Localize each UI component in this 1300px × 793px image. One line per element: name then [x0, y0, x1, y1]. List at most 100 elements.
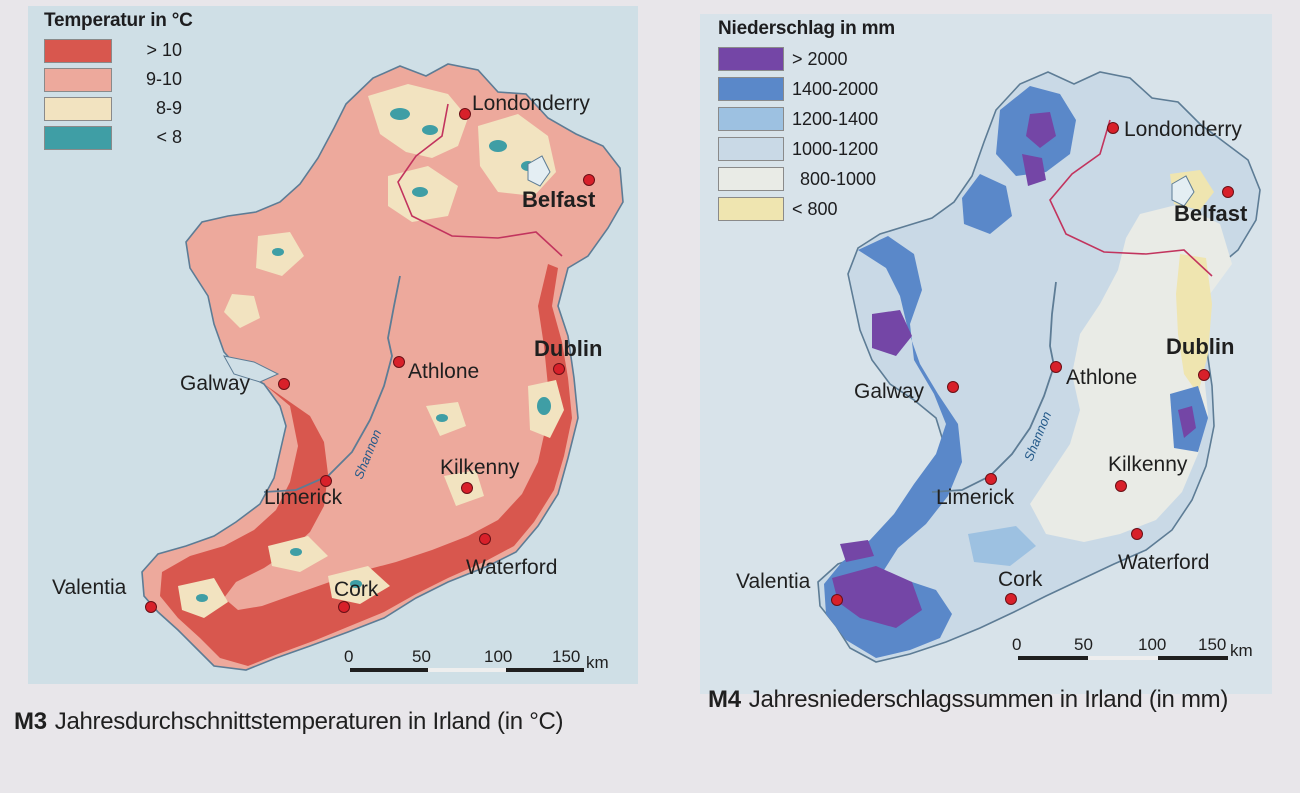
dublin-marker	[553, 363, 565, 375]
legend-label: 1000-1200	[792, 138, 879, 159]
label-galway: Galway	[854, 380, 925, 403]
legend-swatch	[718, 47, 784, 71]
legend-title: Niederschlag in mm	[718, 18, 895, 39]
athlone-marker	[393, 356, 405, 368]
cold-spots	[196, 108, 551, 602]
warm-coast-band	[160, 264, 572, 666]
caption-id: M3	[14, 708, 47, 735]
scale-tick-50: 50	[1074, 635, 1093, 654]
scale-tick-50: 50	[412, 647, 431, 666]
legend-item: 1000-1200	[718, 134, 895, 164]
wettest-areas	[832, 112, 1196, 628]
wet-northwest	[962, 174, 1012, 234]
galway-marker	[278, 378, 290, 390]
legend-item: > 10	[44, 36, 193, 65]
legend-label: > 10	[146, 40, 182, 60]
driest-zone	[1176, 254, 1212, 394]
label-dublin: Dublin	[534, 336, 602, 361]
label-kilkenny: Kilkenny	[1108, 453, 1188, 476]
temperature-map: Londonderry Belfast Dublin Athlone Galwa…	[28, 6, 638, 684]
legend-swatch	[44, 38, 112, 63]
legend-swatch	[44, 125, 112, 150]
label-londonderry: Londonderry	[1124, 118, 1242, 141]
label-limerick: Limerick	[264, 486, 343, 509]
legend-swatch	[718, 137, 784, 161]
label-waterford: Waterford	[1118, 551, 1209, 574]
scale-tick-0: 0	[344, 647, 353, 666]
city-markers	[831, 122, 1234, 606]
legend-item: 9-10	[44, 65, 193, 94]
legend-swatch	[718, 77, 784, 101]
legend-label: 1400-2000	[792, 78, 879, 99]
scale-bar: 0 50 100 150 km	[344, 647, 609, 672]
legend-item: < 800	[718, 194, 895, 224]
precipitation-caption: M4 Jahresniederschlagssummen in Irland (i…	[708, 682, 1268, 718]
galway-bay	[223, 355, 280, 383]
label-limerick: Limerick	[936, 486, 1015, 509]
scale-unit: km	[586, 653, 609, 672]
label-valentia: Valentia	[52, 576, 127, 599]
label-athlone: Athlone	[408, 360, 479, 383]
shannon-river	[931, 281, 1057, 493]
londonderry-marker	[459, 108, 471, 120]
waterford-marker	[1131, 528, 1143, 540]
label-cork: Cork	[998, 568, 1043, 591]
legend-item: 800-1000	[718, 164, 895, 194]
scale-tick-0: 0	[1012, 635, 1021, 654]
legend-swatch	[44, 96, 112, 121]
londonderry-marker	[1107, 122, 1119, 134]
label-galway: Galway	[180, 372, 251, 395]
legend-swatch	[44, 67, 112, 92]
scale-tick-100: 100	[1138, 635, 1166, 654]
lough-neagh	[527, 155, 551, 187]
scale-tick-150: 150	[1198, 635, 1226, 654]
legend-label: < 800	[792, 198, 838, 219]
legend-title: Temperatur in °C	[44, 10, 193, 31]
precipitation-map-graphic: Londonderry Belfast Dublin Athlone Galwa…	[736, 71, 1261, 663]
cork-marker	[1005, 593, 1017, 605]
caption-text: Jahresdurchschnittstemperaturen in Irlan…	[54, 708, 564, 735]
label-valentia: Valentia	[736, 570, 811, 593]
caption-text: Jahresniederschlagssummen in Irland (in …	[748, 686, 1229, 713]
dublin-marker	[1198, 369, 1210, 381]
label-waterford: Waterford	[466, 556, 557, 579]
temperature-caption: M3 Jahresdurchschnittstemperaturen in Irl…	[14, 704, 614, 740]
legend-swatch	[718, 107, 784, 131]
wet-south	[968, 526, 1036, 566]
label-belfast: Belfast	[1174, 201, 1248, 226]
label-athlone: Athlone	[1066, 366, 1137, 389]
scale-tick-100: 100	[484, 647, 512, 666]
legend-swatch	[718, 167, 784, 191]
legend-label: > 2000	[792, 48, 848, 69]
caption-id: M4	[708, 686, 741, 713]
label-londonderry: Londonderry	[472, 92, 590, 115]
scale-tick-150: 150	[552, 647, 580, 666]
belfast-marker	[583, 174, 595, 186]
scale-unit: km	[1230, 641, 1253, 660]
legend-item: 1400-2000	[718, 74, 895, 104]
label-kilkenny: Kilkenny	[440, 456, 520, 479]
northern-ireland-border	[397, 103, 563, 257]
legend-label: < 8	[156, 127, 182, 147]
kilkenny-marker	[461, 482, 473, 494]
shannon-river	[263, 275, 401, 493]
scale-bar: 0 50 100 150 km	[1012, 635, 1253, 660]
legend-label: 800-1000	[800, 168, 877, 189]
belfast-marker	[1222, 186, 1234, 198]
label-belfast: Belfast	[522, 187, 596, 212]
valentia-marker	[831, 594, 843, 606]
label-dublin: Dublin	[1166, 334, 1234, 359]
legend-item: 1200-1400	[718, 104, 895, 134]
legend-swatch	[718, 197, 784, 221]
legend-item: 8-9	[44, 94, 193, 123]
city-markers	[145, 108, 595, 613]
waterford-marker	[479, 533, 491, 545]
legend-label: 1200-1400	[792, 108, 879, 129]
limerick-marker	[985, 473, 997, 485]
precipitation-legend: Niederschlag in mm > 2000 1400-2000 1200…	[718, 18, 895, 224]
kilkenny-marker	[1115, 480, 1127, 492]
limerick-marker	[320, 475, 332, 487]
athlone-marker	[1050, 361, 1062, 373]
cork-marker	[338, 601, 350, 613]
galway-marker	[947, 381, 959, 393]
